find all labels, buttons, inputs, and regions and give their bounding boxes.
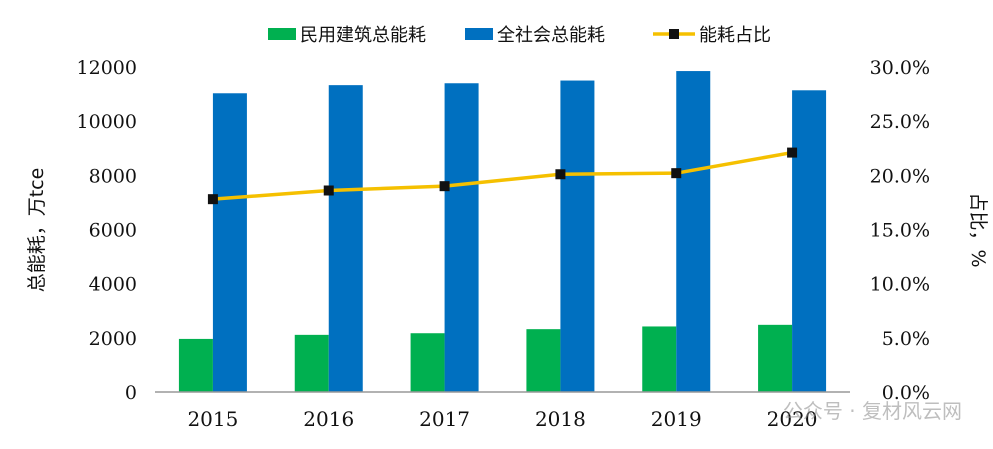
right-axis-ticks: 0.0% 5.0% 10.0% 15.0% 20.0% 25.0% 30.0% — [870, 57, 930, 404]
bar-total — [676, 71, 711, 392]
watermark-text: 公众号 · 复材风云网 — [783, 399, 962, 423]
left-axis-ticks: 0 2000 4000 6000 8000 10000 12000 — [77, 57, 137, 404]
legend-label: 民用建筑总能耗 — [300, 25, 426, 46]
line-series — [207, 147, 798, 205]
y2-tick-label: 30.0% — [870, 57, 930, 79]
y2-tick-label: 10.0% — [870, 274, 930, 296]
x-tick-label: 2019 — [651, 407, 702, 431]
y-tick-label: 6000 — [89, 220, 137, 242]
bar-residential — [294, 334, 329, 392]
line-share — [212, 150, 793, 201]
line-point-marker — [439, 181, 450, 192]
y2-tick-label: 0.0% — [882, 382, 930, 404]
bar-total — [792, 90, 827, 393]
y-tick-label: 0 — [125, 382, 137, 404]
legend-swatch — [268, 28, 296, 40]
bar-total — [328, 85, 363, 392]
x-tick-label: 2020 — [767, 407, 818, 431]
bar-total — [560, 80, 595, 393]
x-tick-label: 2018 — [535, 407, 586, 431]
legend-swatch — [465, 28, 493, 40]
y-tick-label: 4000 — [89, 274, 137, 296]
x-axis-ticks: 2015 2016 2017 2018 2019 2020 — [187, 407, 817, 431]
y-tick-label: 12000 — [77, 57, 137, 79]
bar-total — [444, 83, 479, 392]
bar-residential — [526, 329, 561, 392]
y-axis-title: 总能耗，万tce — [26, 168, 48, 293]
y2-axis-title: 占比，% — [967, 192, 989, 267]
line-point-marker — [207, 194, 218, 205]
bar-residential — [758, 324, 793, 392]
bar-residential — [642, 326, 677, 392]
bar-residential — [178, 338, 213, 392]
line-point-marker — [555, 169, 566, 180]
y2-tick-label: 15.0% — [870, 220, 930, 242]
y2-tick-label: 5.0% — [882, 328, 930, 350]
bars — [178, 71, 827, 393]
bar-total — [212, 93, 247, 392]
y-tick-label: 2000 — [89, 328, 137, 350]
legend: 民用建筑总能耗 全社会总能耗 能耗占比 — [268, 25, 771, 46]
x-tick-label: 2015 — [187, 407, 238, 431]
line-point-marker — [323, 185, 334, 196]
x-tick-label: 2017 — [419, 407, 470, 431]
line-point-marker — [787, 147, 798, 158]
y2-tick-label: 20.0% — [870, 165, 930, 187]
watermark: 公众号 · 复材风云网 — [783, 399, 962, 423]
legend-label: 能耗占比 — [699, 25, 771, 46]
legend-label: 全社会总能耗 — [497, 25, 605, 46]
y-tick-label: 10000 — [77, 111, 137, 133]
y2-tick-label: 25.0% — [870, 111, 930, 133]
line-point-marker — [671, 168, 682, 179]
bar-residential — [410, 333, 445, 392]
y-tick-label: 8000 — [89, 165, 137, 187]
legend-marker — [669, 29, 679, 39]
x-tick-label: 2016 — [303, 407, 354, 431]
